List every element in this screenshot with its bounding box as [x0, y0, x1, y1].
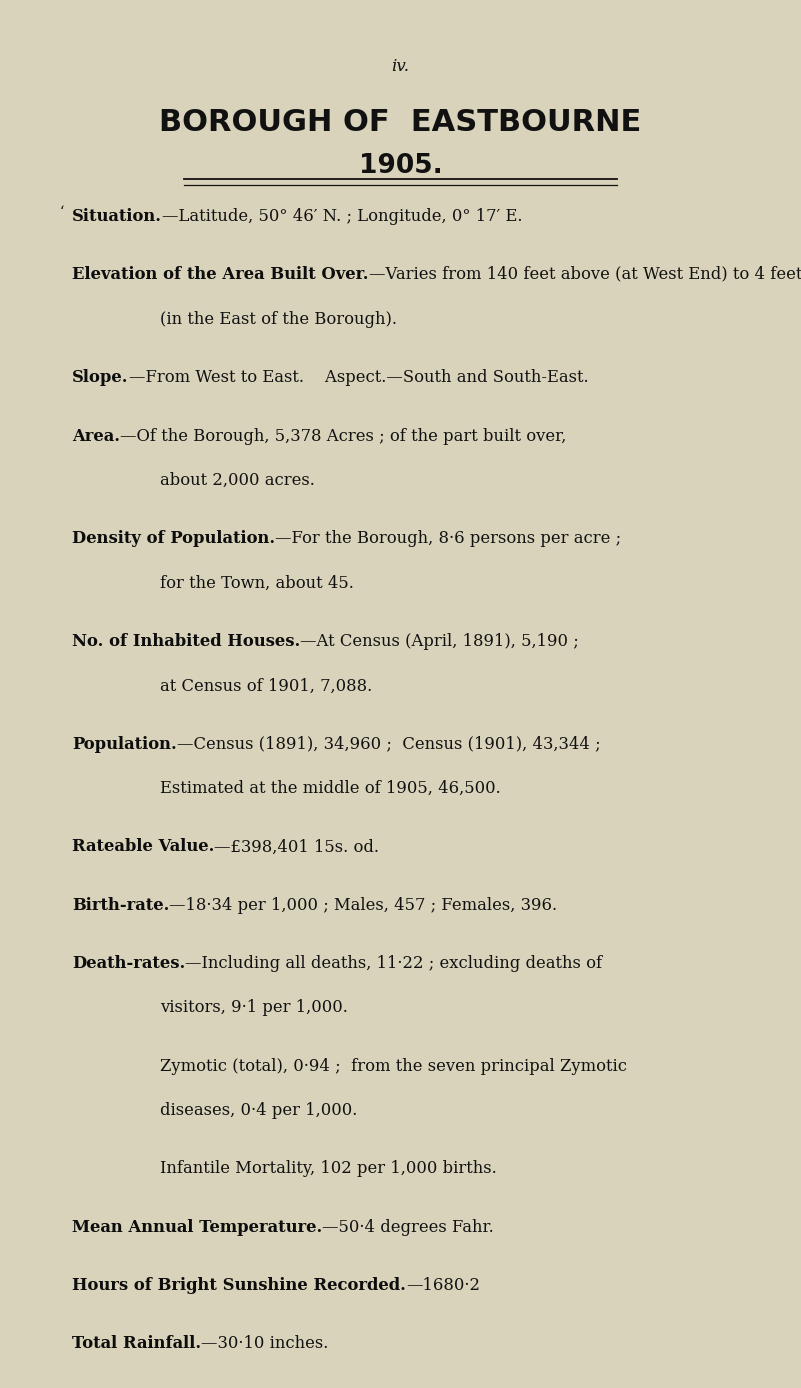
Text: at Census of 1901, 7,088.: at Census of 1901, 7,088. [160, 677, 372, 694]
Text: (in the East of the Borough).: (in the East of the Borough). [160, 311, 397, 328]
Text: —£398,401 15s. od.: —£398,401 15s. od. [215, 838, 380, 855]
Text: Total Rainfall.: Total Rainfall. [72, 1335, 201, 1352]
Text: —From West to East.    Aspect.—South and South-East.: —From West to East. Aspect.—South and So… [129, 369, 588, 386]
Text: —Census (1891), 34,960 ;  Census (1901), 43,344 ;: —Census (1891), 34,960 ; Census (1901), … [177, 736, 601, 752]
Text: No. of Inhabited Houses.: No. of Inhabited Houses. [72, 633, 300, 650]
Text: Rateable Value.: Rateable Value. [72, 838, 215, 855]
Text: —Including all deaths, 11·22 ; excluding deaths of: —Including all deaths, 11·22 ; excluding… [185, 955, 602, 972]
Text: Slope.: Slope. [72, 369, 129, 386]
Text: Area.: Area. [72, 428, 120, 444]
Text: BOROUGH OF  EASTBOURNE: BOROUGH OF EASTBOURNE [159, 108, 642, 137]
Text: about 2,000 acres.: about 2,000 acres. [160, 472, 315, 489]
Text: Zymotic (total), 0·94 ;  from the seven principal Zymotic: Zymotic (total), 0·94 ; from the seven p… [160, 1058, 627, 1074]
Text: Hours of Bright Sunshine Recorded.: Hours of Bright Sunshine Recorded. [72, 1277, 406, 1294]
Text: Estimated at the middle of 1905, 46,500.: Estimated at the middle of 1905, 46,500. [160, 780, 501, 797]
Text: Population.: Population. [72, 736, 177, 752]
Text: Elevation of the Area Built Over.: Elevation of the Area Built Over. [72, 266, 368, 283]
Text: Birth-rate.: Birth-rate. [72, 897, 170, 913]
Text: 1905.: 1905. [359, 153, 442, 179]
Text: —Latitude, 50° 46′ N. ; Longitude, 0° 17′ E.: —Latitude, 50° 46′ N. ; Longitude, 0° 17… [162, 208, 522, 225]
Text: —At Census (April, 1891), 5,190 ;: —At Census (April, 1891), 5,190 ; [300, 633, 579, 650]
Text: —50·4 degrees Fahr.: —50·4 degrees Fahr. [322, 1219, 494, 1235]
Text: ‘: ‘ [60, 205, 64, 219]
Text: Density of Population.: Density of Population. [72, 530, 276, 547]
Text: —30·10 inches.: —30·10 inches. [201, 1335, 328, 1352]
Text: —For the Borough, 8·6 persons per acre ;: —For the Borough, 8·6 persons per acre ; [276, 530, 622, 547]
Text: —Varies from 140 feet above (at West End) to 4 feet below high-water mark: —Varies from 140 feet above (at West End… [368, 266, 801, 283]
Text: for the Town, about 45.: for the Town, about 45. [160, 575, 354, 591]
Text: —18·34 per 1,000 ; Males, 457 ; Females, 396.: —18·34 per 1,000 ; Males, 457 ; Females,… [170, 897, 557, 913]
Text: Infantile Mortality, 102 per 1,000 births.: Infantile Mortality, 102 per 1,000 birth… [160, 1160, 497, 1177]
Text: Mean Annual Temperature.: Mean Annual Temperature. [72, 1219, 322, 1235]
Text: —1680·2: —1680·2 [406, 1277, 480, 1294]
Text: diseases, 0·4 per 1,000.: diseases, 0·4 per 1,000. [160, 1102, 357, 1119]
Text: Death-rates.: Death-rates. [72, 955, 185, 972]
Text: iv.: iv. [392, 58, 409, 75]
Text: Situation.: Situation. [72, 208, 162, 225]
Text: visitors, 9·1 per 1,000.: visitors, 9·1 per 1,000. [160, 999, 348, 1016]
Text: —Of the Borough, 5,378 Acres ; of the part built over,: —Of the Borough, 5,378 Acres ; of the pa… [120, 428, 566, 444]
